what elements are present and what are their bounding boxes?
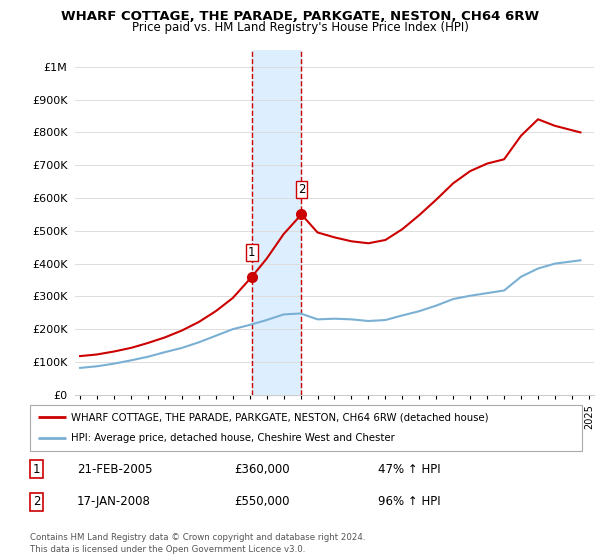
- Bar: [252, 50, 301, 395]
- Text: Price paid vs. HM Land Registry's House Price Index (HPI): Price paid vs. HM Land Registry's House …: [131, 21, 469, 34]
- Text: 1: 1: [33, 463, 40, 475]
- Text: This data is licensed under the Open Government Licence v3.0.: This data is licensed under the Open Gov…: [30, 545, 305, 554]
- Text: 47% ↑ HPI: 47% ↑ HPI: [378, 463, 440, 475]
- Text: 21-FEB-2005: 21-FEB-2005: [77, 463, 152, 475]
- Text: WHARF COTTAGE, THE PARADE, PARKGATE, NESTON, CH64 6RW: WHARF COTTAGE, THE PARADE, PARKGATE, NES…: [61, 10, 539, 23]
- Text: £550,000: £550,000: [234, 495, 290, 508]
- Text: HPI: Average price, detached house, Cheshire West and Chester: HPI: Average price, detached house, Ches…: [71, 433, 395, 444]
- Text: 96% ↑ HPI: 96% ↑ HPI: [378, 495, 440, 508]
- Text: WHARF COTTAGE, THE PARADE, PARKGATE, NESTON, CH64 6RW (detached house): WHARF COTTAGE, THE PARADE, PARKGATE, NES…: [71, 412, 489, 422]
- Text: 1: 1: [248, 246, 256, 259]
- Text: 17-JAN-2008: 17-JAN-2008: [77, 495, 151, 508]
- Text: 2: 2: [33, 495, 40, 508]
- FancyBboxPatch shape: [30, 405, 582, 451]
- Text: 2: 2: [298, 183, 305, 197]
- Text: £360,000: £360,000: [234, 463, 290, 475]
- Text: Contains HM Land Registry data © Crown copyright and database right 2024.: Contains HM Land Registry data © Crown c…: [30, 533, 365, 542]
